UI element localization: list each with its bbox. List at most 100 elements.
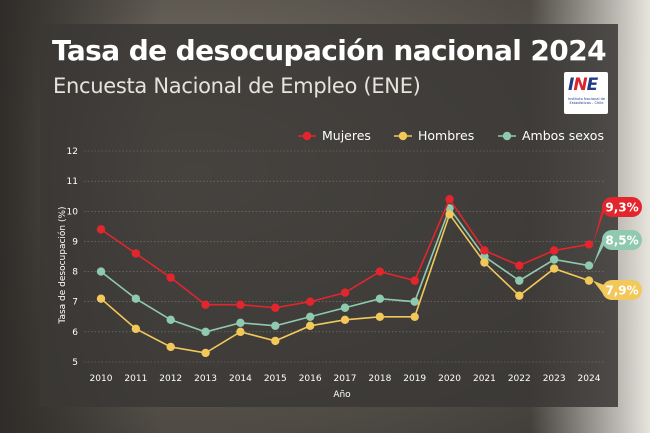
legend-swatch-dot (302, 131, 312, 141)
y-tick-labels: 5 6 7 8 9 10 11 12 (67, 147, 79, 368)
y-tick-label: 5 (72, 358, 78, 368)
x-tick-label: 2024 (578, 374, 601, 384)
series-hombres (96, 210, 594, 358)
x-tick-label: 2014 (229, 374, 252, 384)
legend-swatch-dot (398, 131, 408, 141)
x-tick-label: 2023 (543, 374, 566, 384)
legend-swatch-dot (502, 131, 512, 141)
y-tick-label: 9 (72, 237, 78, 247)
data-point (305, 297, 315, 306)
end-label-pointer (593, 280, 604, 295)
chart-title: Tasa de desocupación nacional 2024 (52, 34, 607, 67)
x-tick-label: 2013 (194, 374, 217, 384)
data-point (515, 291, 524, 300)
end-label-mujeres: 9,3% (593, 197, 642, 245)
y-tick-label: 6 (72, 328, 78, 338)
data-point (445, 204, 454, 213)
data-point (166, 273, 175, 282)
data-point (340, 315, 350, 324)
legend-label: Mujeres (322, 128, 371, 143)
data-point (201, 300, 210, 309)
data-point (549, 264, 559, 273)
data-point (271, 336, 280, 346)
y-tick-label: 10 (67, 207, 79, 217)
data-point (271, 321, 280, 331)
series-mujeres (96, 195, 594, 312)
data-point (131, 294, 141, 303)
end-label-text: 9,3% (605, 201, 638, 215)
series-line (100, 212, 590, 354)
data-point (201, 348, 210, 358)
data-point (584, 276, 594, 285)
data-point (236, 327, 245, 337)
end-label-text: 7,9% (605, 284, 638, 298)
data-point (305, 321, 315, 331)
data-point (131, 249, 141, 258)
data-point (201, 327, 210, 337)
data-point (480, 258, 489, 267)
end-label-bubble (602, 197, 642, 217)
series-lines (96, 195, 594, 358)
data-point (96, 294, 106, 303)
x-tick-label: 2018 (368, 374, 391, 384)
x-tick-label: 2021 (473, 374, 496, 384)
x-tick-label: 2022 (508, 374, 531, 384)
x-tick-labels: 2010 2011 2012 2013 2014 2015 2016 2017 2018 2019… (90, 374, 601, 384)
data-point (236, 300, 245, 309)
series-line (100, 206, 590, 333)
end-label-ambos-sexos: 8,5% (593, 230, 642, 266)
data-point (445, 195, 454, 204)
x-tick-label: 2016 (299, 374, 322, 384)
data-point (166, 315, 175, 324)
data-point (549, 255, 559, 264)
data-point (375, 294, 385, 303)
ine-logo: INE Instituto Nacional de Estadísticas -… (564, 72, 608, 114)
data-point (515, 276, 524, 285)
data-point (410, 276, 419, 285)
end-label-hombres: 7,9% (593, 280, 642, 300)
legend-label: Hombres (418, 128, 474, 143)
data-point (166, 342, 175, 352)
ine-logo-text: Instituto Nacional de Estadísticas - Chi… (567, 97, 606, 105)
data-point (549, 246, 559, 255)
x-tick-label: 2019 (403, 374, 426, 384)
data-point (96, 225, 106, 234)
end-label-pointer (593, 235, 604, 266)
data-point (584, 261, 594, 270)
data-point (410, 297, 419, 306)
data-point (445, 210, 454, 219)
x-tick-label: 2012 (159, 374, 182, 384)
legend: Mujeres Hombres Ambos sexos (298, 128, 604, 143)
end-label-bubble (602, 230, 642, 250)
chart-panel: Tasa de desocupación nacional 2024 Encue… (40, 24, 618, 407)
x-tick-label: 2020 (438, 374, 461, 384)
data-point (271, 303, 280, 312)
end-labels: 9,3% 7,9% 8,5% (593, 197, 642, 300)
data-point (340, 288, 350, 297)
x-tick-label: 2017 (334, 374, 357, 384)
y-tick-label: 12 (67, 147, 78, 157)
ine-logo-mark: INE (568, 75, 598, 95)
data-point (584, 240, 594, 249)
chart-subtitle: Encuesta Nacional de Empleo (ENE) (53, 74, 421, 98)
y-tick-label: 8 (72, 268, 78, 278)
data-point (375, 312, 385, 321)
data-point (236, 318, 245, 328)
data-point (96, 267, 106, 276)
series-ambos-sexos (96, 204, 594, 337)
end-label-text: 8,5% (605, 234, 638, 248)
data-point (515, 261, 524, 270)
y-tick-label: 11 (67, 177, 78, 187)
x-tick-label: 2011 (124, 374, 147, 384)
data-point (305, 312, 315, 321)
grid-lines (84, 150, 604, 363)
data-point (340, 303, 350, 312)
y-axis-label: Tasa de desocupación (%) (57, 206, 68, 324)
x-tick-label: 2015 (264, 374, 287, 384)
x-tick-label: 2010 (90, 374, 113, 384)
data-point (375, 267, 385, 276)
x-axis-label: Año (333, 390, 351, 400)
legend-label: Ambos sexos (522, 128, 604, 143)
data-point (480, 246, 489, 255)
